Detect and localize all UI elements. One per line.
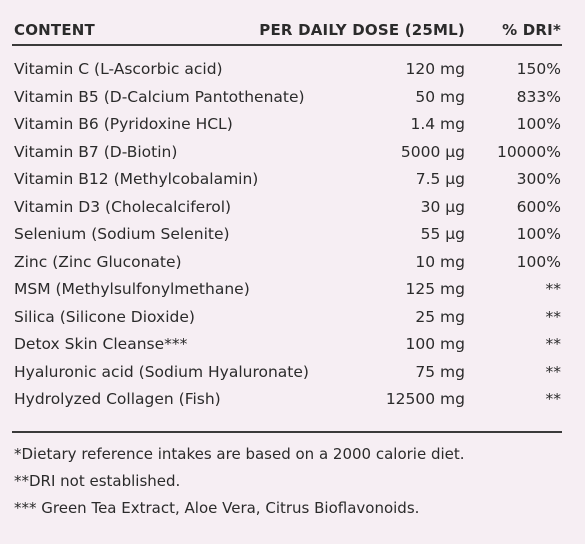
ingredient-dose: 50 mg bbox=[415, 87, 465, 106]
ingredient-name: Vitamin C (L-Ascorbic acid) bbox=[14, 60, 223, 78]
footnotes: *Dietary reference intakes are based on … bbox=[14, 444, 574, 525]
ingredient-name: Vitamin B7 (D-Biotin) bbox=[14, 142, 178, 161]
ingredient-dri: 600% bbox=[516, 197, 561, 216]
table-row: Vitamin B6 (Pyridoxine HCL) 1.4 mg 100% bbox=[12, 111, 562, 139]
table-row: Silica (Silicone Dioxide) 25 mg ** bbox=[12, 304, 562, 332]
ingredient-name: Vitamin B12 (Methylcobalamin) bbox=[14, 170, 259, 188]
ingredient-name: Detox Skin Cleanse*** bbox=[14, 335, 188, 353]
header-dri: % DRI* bbox=[502, 21, 561, 39]
table-row: Selenium (Sodium Selenite) 55 µg 100% bbox=[12, 221, 562, 249]
table-divider bbox=[12, 431, 562, 433]
table-row: Vitamin D3 (Cholecalciferol) 30 µg 600% bbox=[12, 194, 562, 222]
table-row: MSM (Methylsulfonylmethane) 125 mg ** bbox=[12, 276, 562, 304]
ingredient-dri: ** bbox=[545, 362, 562, 381]
ingredient-dri: ** bbox=[545, 307, 562, 326]
table-row: Zinc (Zinc Gluconate) 10 mg 100% bbox=[12, 249, 562, 277]
ingredient-name: MSM (Methylsulfonylmethane) bbox=[14, 280, 250, 298]
footnote-detox-ingredients: *** Green Tea Extract, Aloe Vera, Citrus… bbox=[14, 499, 420, 517]
ingredient-name: Vitamin B6 (Pyridoxine HCL) bbox=[14, 115, 233, 133]
ingredient-dri: ** bbox=[545, 335, 562, 353]
ingredient-dri: 150% bbox=[516, 60, 561, 78]
ingredient-dose: 1.4 mg bbox=[410, 115, 465, 133]
header-daily-dose: PER DAILY DOSE (25ML) bbox=[259, 21, 465, 39]
ingredient-dose: 25 mg bbox=[415, 307, 465, 326]
ingredient-dri: ** bbox=[545, 280, 562, 298]
table-row: Vitamin B7 (D-Biotin) 5000 µg 10000% bbox=[12, 139, 562, 167]
header-content: CONTENT bbox=[14, 21, 95, 39]
ingredient-name: Vitamin B5 (D-Calcium Pantothenate) bbox=[14, 87, 305, 106]
ingredient-name: Silica (Silicone Dioxide) bbox=[14, 307, 195, 326]
table-row: Vitamin C (L-Ascorbic acid) 120 mg 150% bbox=[12, 56, 562, 84]
ingredient-dose: 120 mg bbox=[405, 60, 465, 78]
ingredient-dose: 75 mg bbox=[415, 362, 465, 381]
table-row: Vitamin B12 (Methylcobalamin) 7.5 µg 300… bbox=[12, 166, 562, 194]
ingredient-name: Hyaluronic acid (Sodium Hyaluronate) bbox=[14, 362, 309, 381]
table-row: Hydrolyzed Collagen (Fish) 12500 mg ** bbox=[12, 386, 562, 414]
ingredient-dose: 5000 µg bbox=[400, 142, 465, 161]
table-row: Vitamin B5 (D-Calcium Pantothenate) 50 m… bbox=[12, 84, 562, 112]
ingredient-name: Hydrolyzed Collagen (Fish) bbox=[14, 390, 221, 408]
ingredient-dose: 10 mg bbox=[415, 252, 465, 271]
table-header: CONTENT PER DAILY DOSE (25ML) % DRI* bbox=[12, 14, 562, 46]
ingredient-dri: 833% bbox=[516, 87, 561, 106]
ingredient-dri: 100% bbox=[516, 225, 561, 243]
ingredient-dri: ** bbox=[545, 390, 562, 408]
ingredient-name: Zinc (Zinc Gluconate) bbox=[14, 252, 182, 271]
footnote-dri: *Dietary reference intakes are based on … bbox=[14, 445, 465, 463]
ingredient-dose: 55 µg bbox=[420, 225, 465, 243]
ingredient-dose: 30 µg bbox=[420, 197, 465, 216]
ingredient-dri: 100% bbox=[516, 252, 561, 271]
ingredient-name: Selenium (Sodium Selenite) bbox=[14, 225, 230, 243]
table-row: Detox Skin Cleanse*** 100 mg ** bbox=[12, 331, 562, 359]
ingredient-dose: 7.5 µg bbox=[415, 170, 465, 188]
ingredient-dri: 10000% bbox=[496, 142, 561, 161]
table-row: Hyaluronic acid (Sodium Hyaluronate) 75 … bbox=[12, 359, 562, 387]
ingredient-dose: 12500 mg bbox=[385, 390, 465, 408]
ingredient-dose: 100 mg bbox=[405, 335, 465, 353]
footnote-not-established: **DRI not established. bbox=[14, 472, 181, 490]
table-body: Vitamin C (L-Ascorbic acid) 120 mg 150% … bbox=[12, 56, 562, 414]
ingredient-dose: 125 mg bbox=[405, 280, 465, 298]
ingredient-dri: 300% bbox=[516, 170, 561, 188]
ingredient-name: Vitamin D3 (Cholecalciferol) bbox=[14, 197, 232, 216]
ingredient-dri: 100% bbox=[516, 115, 561, 133]
